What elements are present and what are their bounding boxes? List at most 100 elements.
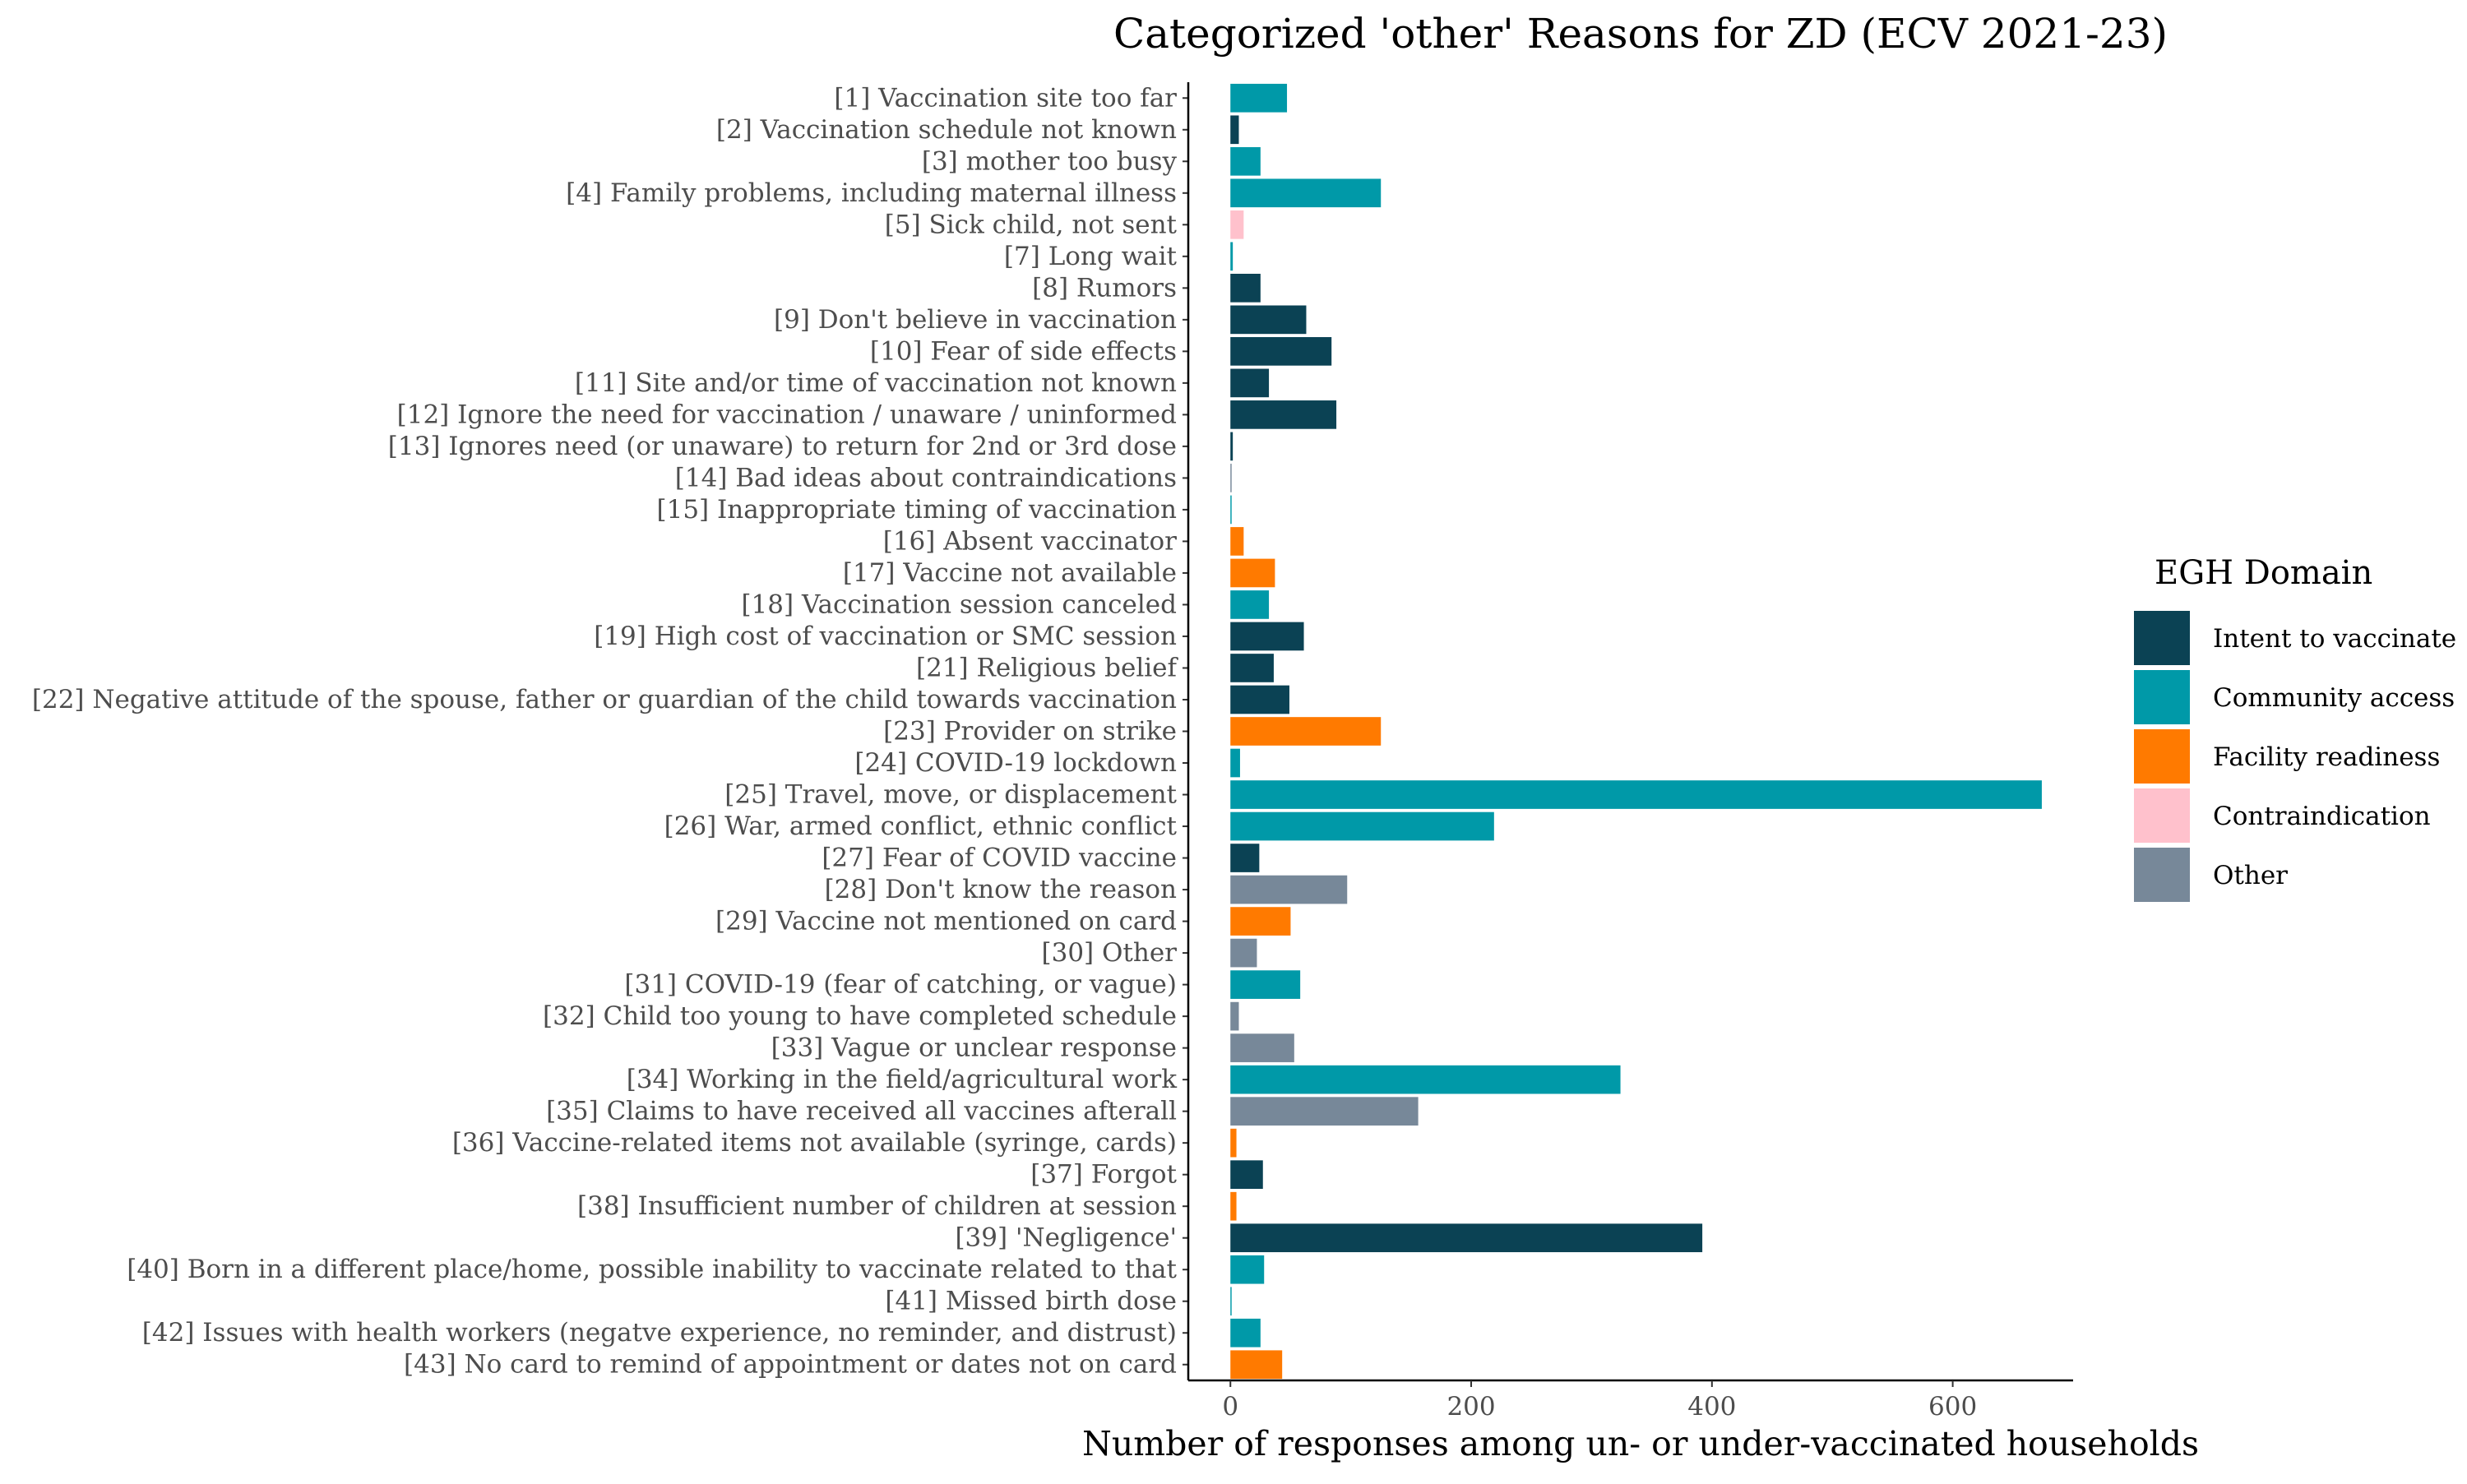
legend-key (2134, 670, 2190, 724)
y-tick-label: [10] Fear of side effects (870, 336, 1177, 366)
y-axis-labels: [1] Vaccination site too far[2] Vaccinat… (32, 83, 1188, 1380)
y-tick-label: [37] Forgot (1030, 1160, 1177, 1190)
y-tick-label: [29] Vaccine not mentioned on card (715, 907, 1177, 936)
y-tick-label: [32] Child too young to have completed s… (543, 1001, 1177, 1031)
chart-title: Categorized 'other' Reasons for ZD (ECV … (1113, 10, 2168, 58)
x-axis-ticks: 0 200 400 600 (1222, 1380, 1977, 1422)
legend-key (2134, 788, 2190, 843)
y-tick-label: [17] Vaccine not available (843, 558, 1177, 588)
legend-label: Other (2213, 861, 2288, 890)
bar (1230, 717, 1382, 746)
bar (1230, 938, 1257, 968)
bar (1230, 400, 1337, 429)
x-axis-label: Number of responses among un- or under-v… (1082, 1424, 2199, 1463)
y-tick-label: [8] Rumors (1032, 273, 1177, 303)
y-tick-label: [1] Vaccination site too far (834, 83, 1177, 113)
y-tick-label: [14] Bad ideas about contraindications (675, 463, 1177, 492)
bar (1230, 305, 1307, 335)
bar (1230, 1097, 1419, 1126)
x-tick-label: 400 (1687, 1392, 1736, 1422)
bar (1230, 1065, 1621, 1094)
y-tick-label: [11] Site and/or time of vaccination not… (575, 368, 1177, 398)
bar (1230, 748, 1240, 778)
legend-label: Intent to vaccinate (2213, 624, 2456, 654)
bar (1230, 1001, 1239, 1031)
y-tick-label: [34] Working in the field/agricultural w… (627, 1065, 1177, 1094)
y-tick-label: [35] Claims to have received all vaccine… (546, 1097, 1177, 1126)
bar (1230, 1191, 1237, 1221)
bar (1230, 1160, 1263, 1190)
legend-key (2134, 611, 2190, 665)
bar (1230, 242, 1234, 271)
bar (1230, 83, 1288, 113)
y-tick-label: [23] Provider on strike (883, 717, 1177, 747)
bar (1230, 432, 1234, 461)
bar (1230, 590, 1270, 619)
y-tick-label: [22] Negative attitude of the spouse, fa… (32, 685, 1177, 714)
legend-label: Facility readiness (2213, 742, 2440, 772)
y-tick-label: [36] Vaccine-related items not available… (452, 1128, 1177, 1158)
y-tick-label: [13] Ignores need (or unaware) to return… (388, 432, 1177, 461)
axes (1187, 82, 2073, 1382)
x-tick-label: 0 (1222, 1392, 1238, 1422)
y-tick-label: [43] No card to remind of appointment or… (404, 1350, 1177, 1380)
y-tick-label: [7] Long wait (1004, 242, 1178, 271)
y-tick-label: [39] 'Negligence' (955, 1223, 1177, 1253)
y-tick-label: [27] Fear of COVID vaccine (822, 844, 1177, 873)
bar (1230, 875, 1348, 904)
bar (1230, 1318, 1261, 1348)
bar (1230, 146, 1261, 176)
bar (1230, 780, 2042, 809)
y-tick-label: [3] mother too busy (922, 146, 1178, 176)
bar (1230, 844, 1260, 872)
y-tick-label: [12] Ignore the need for vaccination / u… (397, 400, 1177, 429)
y-tick-label: [31] COVID-19 (fear of catching, or vagu… (624, 970, 1177, 1000)
bar (1230, 685, 1289, 714)
bar (1230, 464, 1232, 492)
bar (1230, 654, 1274, 682)
bar (1230, 907, 1291, 936)
y-tick-label: [42] Issues with health workers (negatve… (142, 1318, 1177, 1348)
bar (1230, 368, 1270, 398)
legend-label: Community access (2213, 683, 2455, 713)
x-tick-label: 600 (1928, 1392, 1977, 1422)
y-tick-label: [2] Vaccination schedule not known (716, 115, 1177, 145)
y-tick-label: [21] Religious belief (916, 653, 1179, 682)
bar (1230, 811, 1494, 841)
legend-title: EGH Domain (2155, 554, 2372, 592)
bar (1230, 1255, 1265, 1284)
bar (1230, 558, 1275, 588)
y-tick-label: [16] Absent vaccinator (883, 526, 1177, 556)
y-tick-label: [24] COVID-19 lockdown (854, 748, 1177, 778)
y-tick-label: [26] War, armed conflict, ethnic conflic… (664, 811, 1178, 841)
bar (1230, 115, 1239, 145)
y-tick-label: [19] High cost of vaccination or SMC ses… (594, 622, 1177, 651)
legend-key (2134, 729, 2190, 784)
legend-label: Contraindication (2213, 802, 2431, 831)
y-tick-label: [41] Missed birth dose (885, 1287, 1177, 1316)
bar (1230, 1223, 1703, 1253)
y-tick-label: [5] Sick child, not sent (885, 210, 1178, 239)
bar (1230, 273, 1261, 303)
bar (1230, 495, 1232, 525)
bars-layer (1230, 83, 2042, 1380)
bar (1230, 527, 1244, 556)
bar (1230, 1128, 1237, 1158)
bar (1230, 970, 1301, 999)
bar (1230, 1033, 1294, 1062)
bar (1230, 178, 1382, 208)
bar (1230, 1350, 1283, 1380)
y-tick-label: [30] Other (1042, 938, 1178, 968)
y-tick-label: [40] Born in a different place/home, pos… (127, 1255, 1177, 1284)
bar (1230, 622, 1304, 651)
y-tick-label: [25] Travel, move, or displacement (724, 780, 1177, 810)
y-tick-label: [15] Inappropriate timing of vaccination (657, 495, 1178, 525)
legend-key (2134, 848, 2190, 902)
y-tick-label: [4] Family problems, including maternal … (566, 178, 1177, 208)
y-tick-label: [33] Vague or unclear response (771, 1033, 1177, 1063)
legend: EGH Domain Intent to vaccinate Community … (2134, 554, 2456, 902)
x-tick-label: 200 (1446, 1392, 1495, 1422)
bar (1230, 337, 1332, 366)
